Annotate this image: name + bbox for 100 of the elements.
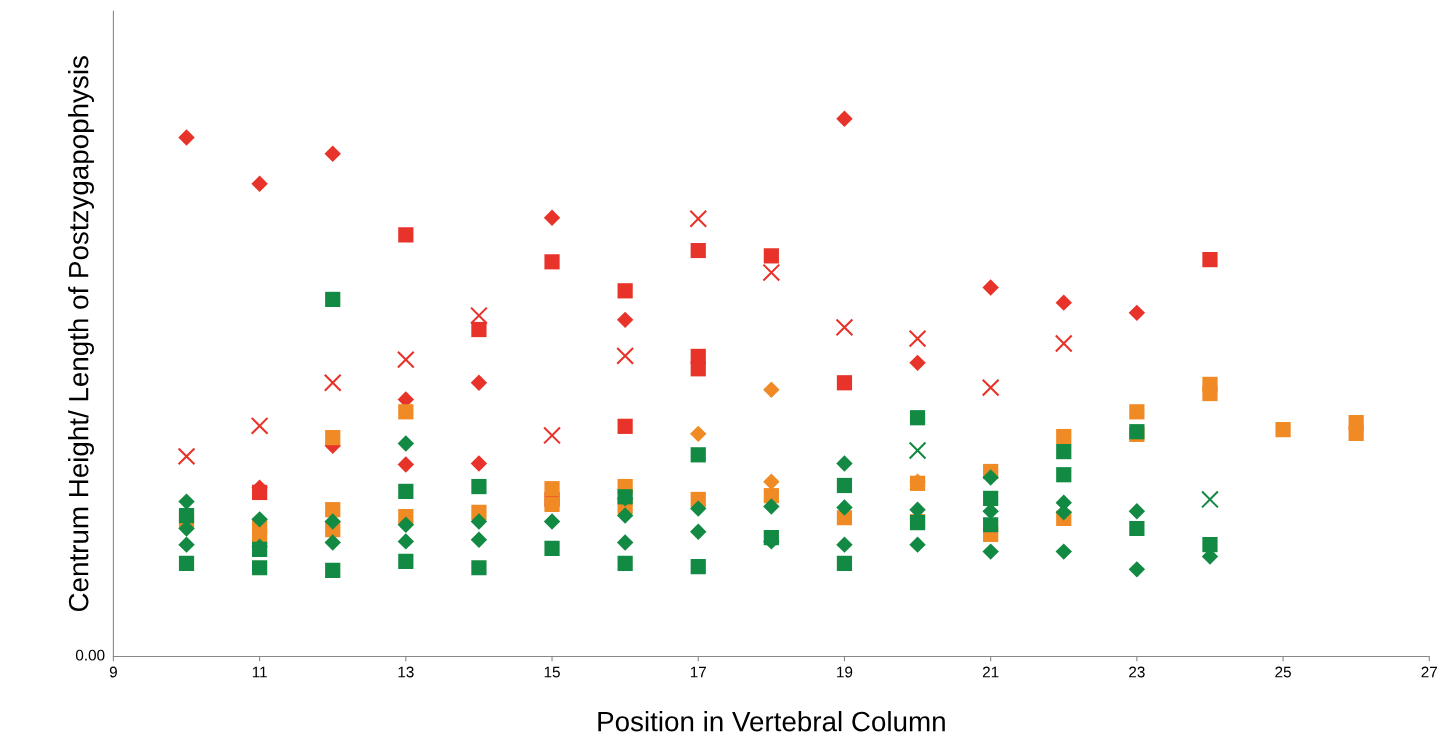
point: [983, 490, 999, 506]
point: [835, 318, 854, 337]
point: [763, 381, 780, 398]
point: [836, 555, 853, 572]
point: [909, 410, 926, 426]
point: [396, 350, 415, 369]
text: 0.00: [75, 649, 105, 661]
point: [470, 455, 488, 472]
point: [981, 378, 1000, 397]
point: [762, 263, 781, 282]
point: [1055, 543, 1072, 560]
point: [836, 110, 853, 127]
point: [398, 483, 414, 499]
point: [398, 404, 414, 420]
point: [471, 560, 487, 576]
point: [543, 426, 561, 445]
point: [251, 175, 268, 193]
point: [178, 536, 195, 553]
point: [544, 496, 560, 512]
point: [1128, 503, 1146, 520]
point: [1202, 537, 1218, 553]
x-tick-label: 23: [1129, 666, 1145, 678]
point: [690, 500, 707, 517]
point: [836, 375, 853, 391]
point: [982, 279, 999, 296]
point: [690, 425, 707, 443]
point: [616, 311, 634, 329]
x-tick-label: 19: [837, 666, 853, 678]
point: [1129, 520, 1145, 537]
point: [1056, 428, 1072, 445]
point: [325, 502, 341, 518]
point: [1348, 425, 1364, 441]
point: [543, 209, 561, 226]
point: [836, 477, 853, 494]
point: [325, 430, 341, 446]
point: [252, 484, 268, 501]
point: [471, 321, 487, 338]
point: [836, 536, 853, 553]
point: [1202, 385, 1218, 402]
point: [397, 456, 415, 473]
point: [397, 533, 415, 550]
point: [324, 513, 341, 530]
point: [982, 469, 999, 486]
point: [690, 361, 706, 377]
y-axis-title: Centrum Height/ Length of Postzygapophysis: [68, 56, 94, 612]
x-tick-label: 21: [982, 666, 999, 678]
point: [690, 242, 706, 259]
x-tick-label: 17: [690, 666, 706, 678]
point: [616, 534, 634, 551]
point: [543, 513, 561, 530]
point: [178, 493, 195, 510]
point: [544, 540, 560, 556]
point: [325, 562, 341, 579]
point: [178, 507, 195, 524]
point: [690, 559, 706, 575]
point: [470, 531, 488, 549]
x-axis-title: Position in Vertebral Column: [598, 711, 945, 732]
point: [470, 513, 488, 530]
point: [470, 374, 488, 391]
point: [1056, 467, 1072, 483]
point: [908, 441, 927, 460]
point: [178, 555, 195, 572]
x-tick-label: 9: [109, 666, 117, 678]
point: [617, 555, 633, 572]
x-tick-label: 27: [1421, 666, 1438, 678]
point: [324, 145, 341, 162]
point: [617, 418, 633, 434]
point: [763, 498, 780, 515]
point: [1056, 443, 1072, 460]
point: [836, 455, 853, 472]
point: [983, 517, 999, 533]
point: [544, 481, 560, 497]
point: [836, 499, 853, 516]
point: [1128, 561, 1146, 578]
point: [616, 507, 634, 524]
x-tick-label: 15: [544, 666, 560, 678]
point: [544, 254, 560, 270]
point: [909, 354, 926, 372]
x-tick-label: 25: [1275, 666, 1291, 678]
point: [250, 416, 269, 435]
point: [763, 248, 779, 264]
point: [1202, 252, 1218, 268]
point: [690, 523, 707, 540]
point: [1128, 304, 1146, 322]
point: [398, 227, 414, 243]
point: [908, 329, 927, 348]
point: [252, 560, 268, 576]
point: [397, 516, 415, 533]
point: [982, 543, 999, 560]
point: [1055, 294, 1072, 311]
point: [469, 306, 488, 325]
point: [251, 511, 268, 528]
point: [763, 473, 780, 490]
point: [471, 478, 487, 495]
point: [397, 435, 415, 452]
point: [1275, 421, 1291, 438]
point: [1054, 334, 1073, 353]
point: [323, 373, 342, 392]
point: [324, 534, 341, 551]
point: [909, 536, 926, 553]
